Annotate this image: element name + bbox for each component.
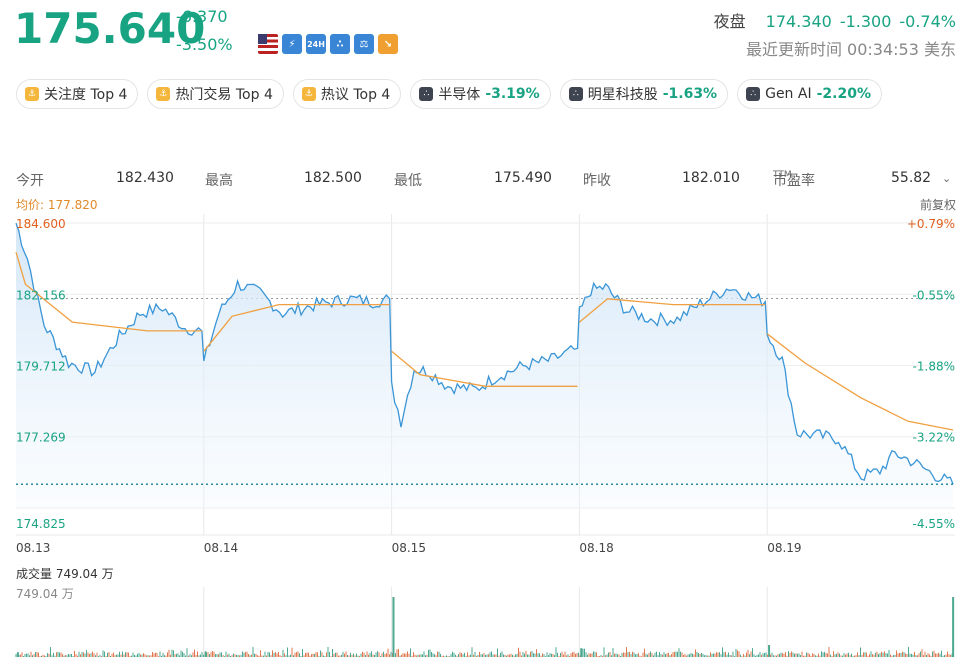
volume-max-label: 749.04 万 <box>16 587 74 601</box>
chip-label: Gen AI <box>765 86 812 102</box>
avg-line <box>391 350 578 387</box>
network-icon[interactable]: ∴ <box>330 34 350 54</box>
chip-attention[interactable]: ⚓ 关注度 Top 4 <box>16 79 139 109</box>
prev-close-value: 182.010 <box>682 170 740 186</box>
avg-line <box>766 333 954 431</box>
chip-label: 半导体 <box>438 87 481 103</box>
x-tick-label: 08.15 <box>392 541 426 555</box>
adjust-label[interactable]: 前复权 <box>919 198 956 212</box>
y-tick-label: 174.825 <box>16 517 66 531</box>
high-label: 最高 <box>205 173 233 189</box>
chip-pct: -1.63% <box>662 86 718 102</box>
tag-chips: ⚓ 关注度 Top 4 ⚓ 热门交易 Top 4 ⚓ 热议 Top 4 ∴ 半导体 -3.… <box>16 79 882 109</box>
chip-pct: -2.20% <box>816 86 871 102</box>
pe-label: 市盈率 TTM <box>773 170 815 189</box>
current-price: 175.640 <box>14 4 206 53</box>
chip-label: 热议 Top 4 <box>320 87 391 103</box>
volume-label: 成交量 749.04 万 <box>16 566 114 581</box>
pct-tick-label: -4.55% <box>913 517 955 531</box>
pct-tick-label: +0.79% <box>907 217 955 231</box>
x-tick-label: 08.19 <box>767 541 801 555</box>
price-area <box>16 223 954 508</box>
y-tick-label: 184.600 <box>16 217 66 231</box>
pct-tick-label: -0.55% <box>913 288 955 302</box>
chip-gen-ai[interactable]: ∴ Gen AI -2.20% <box>737 79 882 109</box>
low-value: 175.490 <box>494 170 552 186</box>
anchor-icon: ⚓ <box>25 87 39 101</box>
avg-line <box>578 298 766 323</box>
anchor-icon: ⚓ <box>156 87 171 101</box>
x-tick-label: 08.14 <box>204 541 238 555</box>
chip-label: 关注度 Top 4 <box>44 87 128 103</box>
high-value: 182.500 <box>304 170 362 186</box>
night-price: 174.340 <box>765 12 832 31</box>
chip-hot-trade[interactable]: ⚓ 热门交易 Top 4 <box>147 79 284 109</box>
scale-icon[interactable]: ⚖ <box>354 34 374 54</box>
y-tick-label: 179.712 <box>16 360 66 374</box>
lightning-icon[interactable]: ⚡ <box>282 34 302 54</box>
pe-label-text: 市盈率 <box>773 173 815 189</box>
24h-icon[interactable]: 24H <box>306 34 326 54</box>
chip-label: 热门交易 Top 4 <box>175 87 273 103</box>
open-label: 今开 <box>16 173 44 189</box>
avg-line <box>203 303 390 352</box>
y-tick-label: 177.269 <box>16 431 66 445</box>
link-icon: ∴ <box>419 87 434 101</box>
stats-row: 今开 182.430 最高 182.500 最低 175.490 昨收 182.… <box>16 170 956 190</box>
price-change-pct: -3.50% <box>176 35 233 54</box>
chip-label: 明星科技股 <box>587 87 658 103</box>
chip-semiconductor[interactable]: ∴ 半导体 -3.19% <box>410 79 551 109</box>
link-icon: ∴ <box>568 87 583 101</box>
y-tick-label: 182.156 <box>16 288 66 302</box>
chip-pct: -3.19% <box>485 86 540 102</box>
avg-price-label: 均价: 177.820 <box>16 198 98 212</box>
avg-line <box>15 252 202 332</box>
trend-down-icon[interactable]: ↘ <box>378 34 398 54</box>
chip-discussion[interactable]: ⚓ 热议 Top 4 <box>292 79 402 109</box>
link-icon: ∴ <box>746 87 761 101</box>
pe-value: 55.82 <box>891 170 932 186</box>
pct-tick-label: -1.88% <box>913 360 955 374</box>
update-time: 最近更新时间 00:34:53 美东 <box>745 40 956 59</box>
chip-star-tech[interactable]: ∴ 明星科技股 -1.63% <box>559 79 729 109</box>
low-label: 最低 <box>394 173 422 189</box>
us-flag-icon <box>258 34 278 54</box>
pe-sup: TTM <box>773 170 792 180</box>
chevron-down-icon[interactable]: ⌄ <box>942 172 952 185</box>
night-session: 夜盘 174.340 -1.300 -0.74% <box>706 8 956 32</box>
x-tick-label: 08.13 <box>16 541 50 555</box>
anchor-icon: ⚓ <box>301 87 316 101</box>
prev-close-label: 昨收 <box>583 173 611 189</box>
pct-tick-label: -3.22% <box>913 431 955 445</box>
price-change: -6.370 <box>176 7 228 26</box>
night-label: 夜盘 <box>713 12 746 31</box>
open-value: 182.430 <box>116 170 174 186</box>
price-line <box>15 222 954 485</box>
night-change: -1.300 <box>839 12 892 31</box>
night-pct: -0.74% <box>899 12 956 31</box>
x-tick-label: 08.18 <box>579 541 613 555</box>
